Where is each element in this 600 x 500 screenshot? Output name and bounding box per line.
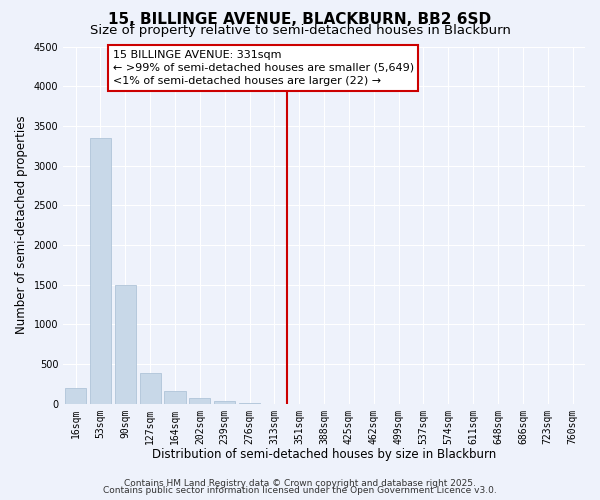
- Text: Contains HM Land Registry data © Crown copyright and database right 2025.: Contains HM Land Registry data © Crown c…: [124, 478, 476, 488]
- Bar: [239, 403, 260, 404]
- Text: 15, BILLINGE AVENUE, BLACKBURN, BB2 6SD: 15, BILLINGE AVENUE, BLACKBURN, BB2 6SD: [109, 12, 491, 26]
- Bar: [214, 400, 235, 404]
- Bar: [164, 392, 185, 404]
- Bar: [65, 388, 86, 404]
- Text: Contains public sector information licensed under the Open Government Licence v3: Contains public sector information licen…: [103, 486, 497, 495]
- Bar: [90, 138, 111, 404]
- Text: Size of property relative to semi-detached houses in Blackburn: Size of property relative to semi-detach…: [89, 24, 511, 37]
- Y-axis label: Number of semi-detached properties: Number of semi-detached properties: [15, 116, 28, 334]
- X-axis label: Distribution of semi-detached houses by size in Blackburn: Distribution of semi-detached houses by …: [152, 448, 496, 461]
- Bar: [189, 398, 211, 404]
- Bar: [115, 284, 136, 404]
- Text: 15 BILLINGE AVENUE: 331sqm
← >99% of semi-detached houses are smaller (5,649)
<1: 15 BILLINGE AVENUE: 331sqm ← >99% of sem…: [113, 50, 414, 86]
- Bar: [140, 373, 161, 404]
